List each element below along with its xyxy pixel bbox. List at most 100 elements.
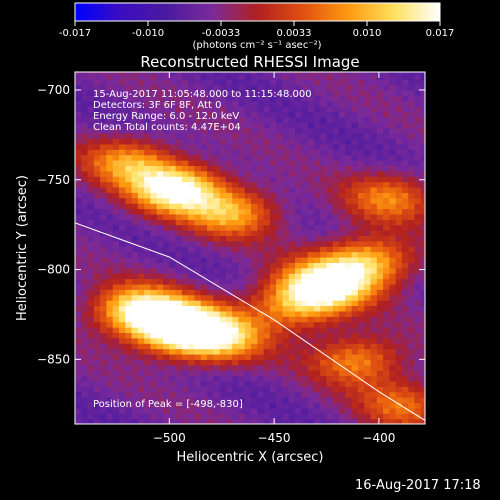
heatmap-cell xyxy=(420,72,425,75)
heatmap-cell xyxy=(269,294,277,301)
heatmap-cell xyxy=(175,181,183,188)
heatmap-cell xyxy=(295,154,302,161)
heatmap-cell xyxy=(219,256,227,263)
heatmap-cell xyxy=(420,386,425,393)
heatmap-cell xyxy=(150,391,158,398)
heatmap-cell xyxy=(364,176,372,183)
heatmap-cell xyxy=(408,407,416,414)
heatmap-cell xyxy=(156,251,164,258)
heatmap-cell xyxy=(276,165,284,172)
heatmap-cell xyxy=(345,327,353,334)
heatmap-cell xyxy=(112,192,120,199)
heatmap-cell xyxy=(389,348,397,355)
heatmap-cell xyxy=(225,343,233,350)
heatmap-cell xyxy=(251,273,258,280)
heatmap-cell xyxy=(339,181,346,188)
heatmap-cell xyxy=(370,348,378,355)
heatmap-cell xyxy=(364,181,372,188)
heatmap-cell xyxy=(301,143,309,150)
heatmap-cell xyxy=(288,246,296,253)
heatmap-cell xyxy=(339,305,346,312)
heatmap-cell xyxy=(364,84,372,91)
heatmap-cell xyxy=(106,192,114,199)
heatmap-cell xyxy=(376,386,384,393)
heatmap-cell xyxy=(383,138,390,145)
heatmap-cell xyxy=(181,246,189,253)
heatmap-cell xyxy=(125,267,133,274)
heatmap-cell xyxy=(163,208,170,215)
heatmap-cell xyxy=(144,251,152,258)
heatmap-cell xyxy=(395,176,403,183)
heatmap-cell xyxy=(93,359,101,366)
heatmap-cell xyxy=(339,208,346,215)
heatmap-cell xyxy=(295,160,302,166)
heatmap-cell xyxy=(188,138,196,145)
heatmap-cell xyxy=(295,380,302,387)
heatmap-cell xyxy=(232,251,240,258)
heatmap-cell xyxy=(100,337,108,344)
heatmap-cell xyxy=(269,100,277,107)
heatmap-cell xyxy=(364,192,372,199)
heatmap-cell xyxy=(332,418,340,424)
heatmap-cell xyxy=(401,370,409,377)
heatmap-cell xyxy=(131,122,139,129)
heatmap-cell xyxy=(175,127,183,134)
heatmap-cell xyxy=(408,197,416,204)
heatmap-cell xyxy=(112,413,120,420)
heatmap-cell xyxy=(87,213,95,220)
heatmap-cell xyxy=(87,149,95,156)
heatmap-cell xyxy=(169,79,177,86)
heatmap-cell xyxy=(345,208,353,215)
heatmap-cell xyxy=(420,343,425,350)
heatmap-cell xyxy=(320,100,328,107)
heatmap-cell xyxy=(269,402,277,409)
heatmap-cell xyxy=(288,289,296,296)
heatmap-cell xyxy=(276,95,284,102)
heatmap-cell xyxy=(269,418,277,424)
heatmap-cell xyxy=(225,294,233,301)
heatmap-cell xyxy=(288,89,296,96)
heatmap-cell xyxy=(119,138,126,145)
heatmap-cell xyxy=(307,370,315,377)
heatmap-cell xyxy=(100,122,108,129)
heatmap-cell xyxy=(257,219,265,226)
heatmap-cell xyxy=(370,407,378,414)
heatmap-cell xyxy=(87,106,95,113)
heatmap-cell xyxy=(137,262,145,269)
heatmap-cell xyxy=(100,413,108,420)
heatmap-cell xyxy=(332,375,340,382)
heatmap-cell xyxy=(307,181,315,188)
heatmap-cell xyxy=(194,176,202,183)
heatmap-cell xyxy=(100,170,108,177)
heatmap-cell xyxy=(75,213,82,220)
heatmap-cell xyxy=(420,138,425,145)
heatmap-cell xyxy=(357,386,365,393)
heatmap-cell xyxy=(257,246,265,253)
heatmap-cell xyxy=(232,170,240,177)
heatmap-cell xyxy=(395,327,403,334)
heatmap-cell xyxy=(137,149,145,156)
heatmap-cell xyxy=(244,391,252,398)
heatmap-cell xyxy=(119,321,126,328)
heatmap-cell xyxy=(81,192,89,199)
heatmap-cell xyxy=(194,122,202,129)
heatmap-cell xyxy=(401,133,409,140)
heatmap-cell xyxy=(175,122,183,129)
heatmap-cell xyxy=(295,149,302,156)
heatmap-cell xyxy=(163,186,170,193)
heatmap-cell xyxy=(339,289,346,296)
heatmap-cell xyxy=(181,176,189,183)
heatmap-cell xyxy=(345,127,353,134)
heatmap-cell xyxy=(244,203,252,210)
heatmap-cell xyxy=(75,143,82,150)
heatmap-cell xyxy=(87,143,95,150)
heatmap-cell xyxy=(137,235,145,242)
heatmap-cell xyxy=(357,364,365,371)
heatmap-cell xyxy=(263,332,271,339)
heatmap-cell xyxy=(93,186,101,193)
heatmap-cell xyxy=(93,327,101,334)
heatmap-cell xyxy=(295,73,302,80)
heatmap-cell xyxy=(137,213,145,220)
heatmap-cell xyxy=(345,224,353,231)
heatmap-cell xyxy=(301,106,309,113)
